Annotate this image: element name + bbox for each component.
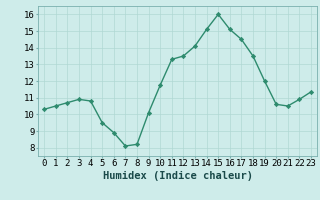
- X-axis label: Humidex (Indice chaleur): Humidex (Indice chaleur): [103, 171, 252, 181]
